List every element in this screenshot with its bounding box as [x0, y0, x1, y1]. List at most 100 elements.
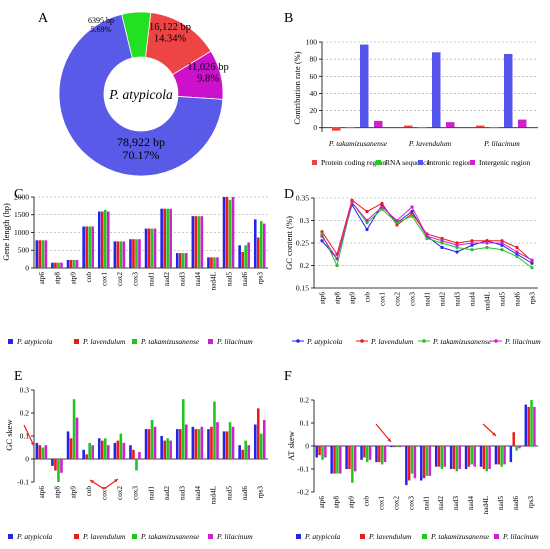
gc-skew-x-tick-label: nad6 — [241, 486, 249, 500]
contribution-bar — [518, 119, 527, 128]
gene-length-bar — [153, 228, 157, 268]
at-skew-y-tick-label: 0.1 — [300, 418, 310, 427]
contribution-legend-label: Intronic region — [427, 158, 472, 167]
gc-content-point — [440, 245, 444, 250]
gc-content-point — [365, 221, 369, 225]
at-skew-bar — [336, 446, 339, 474]
donut-bp-label: 11,026 bp — [187, 62, 229, 73]
gc-content-point — [335, 257, 339, 261]
gc-content-legend-label: P. lilacinum — [504, 337, 541, 346]
gene-length-x-tick-label: nad1 — [147, 272, 155, 286]
at-skew-bar — [393, 446, 396, 448]
gene-length-x-tick-label: atp9 — [69, 272, 77, 285]
gene-length-legend-swatch — [74, 339, 79, 344]
at-skew-x-tick-label: atp8 — [333, 496, 341, 509]
at-skew-x-tick-label: cox3 — [407, 496, 415, 510]
gc-content-point — [395, 221, 399, 225]
gc-content-point — [365, 209, 369, 214]
gc-skew-bar — [91, 445, 94, 459]
gene-length-x-tick-label: nad2 — [163, 272, 171, 286]
gc-skew-bar — [144, 429, 148, 459]
at-skew-bar — [375, 446, 378, 463]
at-skew-annotation-arrowhead — [387, 438, 391, 442]
gc-skew-y-tick-label: -0.1 — [17, 477, 29, 486]
gc-skew-bar — [191, 426, 195, 459]
gc-skew-bar — [184, 424, 188, 459]
gc-content-point — [515, 250, 519, 254]
gc-content-point — [320, 230, 324, 234]
at-skew-legend-swatch — [296, 534, 301, 539]
gene-length-x-tick-label: nad4L — [210, 272, 218, 290]
gc-skew-annotation-arrowhead — [114, 479, 118, 483]
gc-content-point — [410, 214, 414, 218]
gc-content-point — [515, 254, 519, 259]
donut-pct-label: 70.17% — [123, 148, 160, 162]
gc-skew-x-tick-label: nad3 — [179, 486, 187, 500]
gc-skew-bar — [57, 459, 60, 482]
gc-content-x-tick-label: nad1 — [423, 292, 431, 306]
at-skew-bar — [497, 446, 501, 465]
gene-length-bar — [116, 241, 120, 268]
panel-letter-e: E — [14, 369, 23, 384]
donut-slice — [58, 13, 224, 177]
gc-content-x-tick-label: nad4 — [468, 292, 476, 306]
at-skew-bar — [485, 446, 488, 472]
gc-content-point — [470, 248, 474, 252]
gene-length-bar — [197, 216, 201, 268]
contribution-bar — [418, 127, 427, 128]
contribution-bar — [346, 127, 355, 128]
gc-content-point — [485, 239, 489, 243]
gc-skew-bar — [138, 452, 141, 459]
at-skew-bar — [378, 446, 381, 463]
gene-length-bar — [247, 242, 250, 268]
at-skew-bar — [509, 446, 513, 463]
gene-length-bar — [262, 223, 266, 268]
gc-content-series-line — [321, 199, 533, 262]
gene-length-x-tick-label: cox2 — [116, 272, 124, 286]
at-skew-legend-label: P. takamizusanense — [430, 532, 490, 541]
at-skew-legend-label: P. atypicola — [304, 532, 341, 541]
contribution-category-label: P. lilacinum — [483, 139, 520, 148]
gene-length-legend-swatch — [208, 339, 213, 344]
contribution-y-tick-label: 80 — [310, 55, 318, 64]
gc-skew-bar — [210, 426, 213, 459]
gc-skew-bar — [129, 445, 132, 459]
at-skew-bar — [380, 446, 384, 465]
gene-length-x-tick-label: atp6 — [38, 272, 46, 285]
gc-skew-legend-label: P. lilacinum — [216, 532, 253, 541]
gene-length-x-tick-label: cob — [85, 272, 93, 283]
gene-length-bar — [222, 197, 226, 268]
contribution-y-tick-label: 20 — [310, 106, 318, 115]
at-skew-bar — [324, 446, 327, 458]
gene-length-bar — [129, 239, 132, 268]
at-skew-bar — [321, 446, 324, 460]
gc-skew-bar — [82, 449, 85, 459]
gc-skew-bar — [216, 422, 219, 459]
gc-skew-bar — [44, 445, 48, 459]
gc-content-x-tick-label: cox2 — [393, 292, 401, 306]
gc-content-x-tick-label: atp9 — [348, 292, 356, 305]
gc-skew-bar — [213, 401, 216, 459]
gc-skew-bar — [231, 426, 235, 459]
contribution-legend-label: Intergenic region — [479, 158, 531, 167]
at-skew-bar — [473, 446, 476, 467]
gene-length-bar — [51, 262, 54, 268]
at-skew-bar — [360, 446, 363, 460]
at-skew-bar — [455, 446, 459, 472]
gc-skew-legend-label: P. takamizusanense — [140, 532, 200, 541]
gene-length-bar — [184, 253, 188, 268]
panel-letter-f: F — [284, 369, 292, 384]
at-skew-bar — [405, 446, 408, 486]
gc-content-x-tick-label: nad3 — [453, 292, 461, 306]
gene-length-x-tick-label: cox1 — [101, 272, 109, 286]
at-skew-y-tick-label: 0 — [305, 441, 309, 450]
gene-length-bar — [60, 262, 63, 268]
gene-length-bar — [178, 253, 182, 268]
at-skew-bar — [524, 404, 528, 446]
gene-length-bar — [216, 257, 219, 268]
at-skew-bar — [351, 446, 354, 483]
gc-content-point — [455, 243, 459, 247]
gc-content-point — [455, 245, 459, 250]
contribution-category-label: P. lavendulum — [408, 139, 452, 148]
gc-content-series-line — [321, 201, 533, 261]
